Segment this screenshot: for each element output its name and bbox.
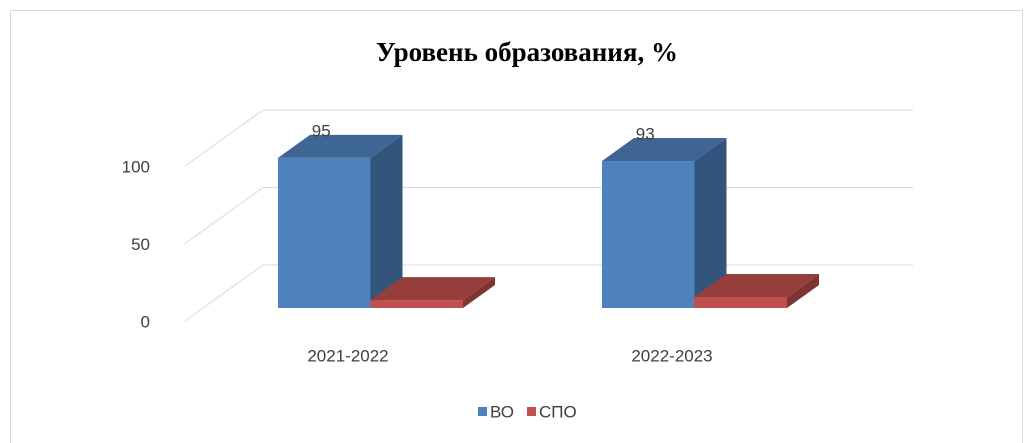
bar-top	[602, 138, 727, 162]
bar-top	[370, 277, 495, 301]
bar	[602, 161, 695, 308]
bar-top	[694, 273, 819, 297]
legend-label: СПО	[539, 402, 577, 421]
data-label: 93	[636, 125, 655, 144]
bar	[694, 296, 787, 308]
legend-swatch	[527, 407, 536, 416]
bar-top	[278, 134, 403, 158]
chart-border	[10, 10, 1023, 443]
legend-swatch	[478, 407, 487, 416]
grid-line	[184, 187, 264, 244]
y-tick-label: 0	[141, 312, 150, 331]
bar-side	[694, 138, 727, 308]
grid-line	[184, 109, 264, 167]
x-tick-label: 2022-2023	[631, 346, 712, 365]
y-tick-label: 100	[122, 157, 150, 176]
grid-line	[184, 264, 264, 322]
bar-side	[370, 134, 403, 308]
x-tick-label: 2021-2022	[307, 346, 388, 365]
y-tick-label: 50	[131, 235, 150, 254]
bar-side	[787, 273, 819, 308]
bar	[370, 300, 463, 308]
data-label: 95	[312, 121, 331, 140]
bar-side	[463, 277, 495, 308]
legend-label: ВО	[490, 402, 514, 421]
bar	[278, 157, 371, 308]
chart-title: Уровень образования, %	[376, 37, 678, 67]
